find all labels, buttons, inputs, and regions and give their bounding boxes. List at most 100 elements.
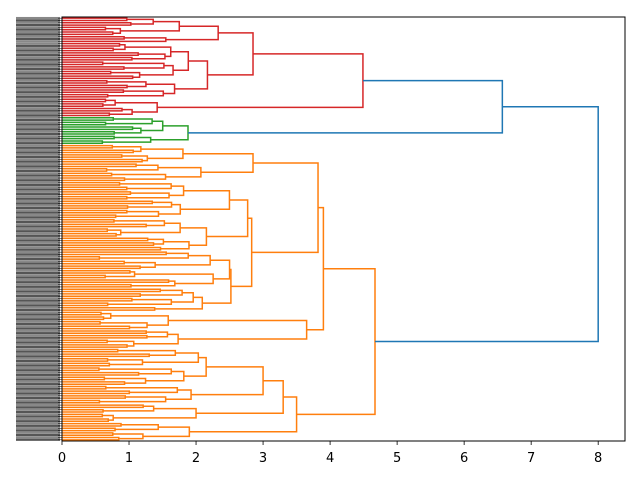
leaf-label (16, 362, 60, 365)
leaf-label (16, 334, 60, 337)
leaf-label (16, 290, 60, 293)
leaf-label (16, 269, 60, 272)
leaf-label (16, 339, 60, 342)
leaf-label (16, 403, 60, 407)
cluster-link (62, 79, 108, 84)
leaf-label (16, 283, 60, 286)
leaf-label (16, 47, 60, 50)
leaf-label (16, 155, 60, 159)
leaf-label (16, 278, 60, 281)
leaf-label (16, 285, 60, 288)
cluster-link (62, 89, 125, 94)
leaf-label (16, 128, 60, 131)
leaf-label (16, 325, 60, 328)
leaf-label (16, 424, 60, 427)
cluster-link (62, 117, 115, 121)
leaf-label (16, 218, 60, 221)
cluster-link (107, 359, 144, 366)
cluster-link (62, 279, 170, 284)
leaf-label (16, 359, 60, 363)
x-axis: 0 1 2 3 4 5 6 7 8 (58, 441, 602, 466)
cluster-link (62, 367, 100, 372)
leaf-label (16, 42, 60, 45)
leaf-label (16, 130, 60, 133)
leaf-label (16, 123, 60, 126)
cluster-link (62, 320, 101, 325)
leaf-label (16, 100, 60, 103)
leaf-label (16, 81, 60, 85)
leaf-label (16, 37, 60, 41)
leaf-label (16, 369, 60, 372)
x-tick-label: 7 (527, 451, 535, 466)
leaf-label (16, 436, 60, 439)
cluster-link (62, 70, 112, 75)
cluster-link (62, 103, 104, 107)
leaf-label (16, 30, 60, 34)
cluster-link (155, 254, 211, 266)
cluster-link (62, 186, 128, 191)
cluster-link (62, 228, 109, 233)
cluster-link (62, 251, 167, 256)
cluster-link (62, 297, 133, 302)
leaf-label (16, 197, 60, 200)
leaf-label (16, 211, 60, 214)
leaf-label (16, 21, 60, 24)
cluster-link (62, 357, 109, 362)
leaf-label (16, 26, 60, 29)
cluster-link (62, 84, 128, 89)
leaf-label (16, 206, 60, 210)
leaf-label (16, 111, 60, 115)
leaf-label (16, 35, 60, 38)
cluster-link (62, 93, 109, 98)
cluster-link (62, 330, 147, 335)
x-tick-label: 2 (192, 451, 200, 466)
leaf-label (16, 410, 60, 414)
leaf-label (16, 40, 60, 43)
leaf-label (16, 271, 60, 275)
cluster-link (62, 135, 115, 140)
cluster-link (196, 380, 284, 414)
cluster-link (62, 26, 107, 31)
cluster-link (62, 390, 131, 395)
cluster-link (62, 75, 134, 80)
leaf-label (16, 202, 60, 205)
leaf-label (16, 33, 60, 36)
cluster-link (62, 126, 134, 131)
leaf-label (16, 392, 60, 395)
leaf-label (16, 304, 60, 307)
cluster-link (62, 31, 114, 36)
cluster-link (174, 60, 209, 90)
leaf-label (16, 262, 60, 265)
cluster-link (158, 203, 182, 215)
cluster-link (119, 183, 172, 190)
cluster-link (62, 112, 111, 117)
cluster-link (375, 105, 599, 343)
leaf-label (16, 327, 60, 330)
leaf-label (16, 438, 60, 441)
leaf-label (16, 246, 60, 249)
leaf-label (16, 276, 60, 279)
cluster-link (62, 177, 126, 182)
leaf-label (16, 281, 60, 284)
cluster-link (62, 302, 109, 307)
leaf-label (16, 255, 60, 258)
cluster-link (157, 166, 202, 178)
leaf-label (16, 264, 60, 268)
leaf-label (16, 125, 60, 129)
cluster-link (62, 404, 144, 409)
cluster-link (62, 130, 115, 135)
leaf-label (16, 28, 60, 31)
cluster-link (160, 240, 190, 250)
cluster-link (62, 107, 123, 112)
leaf-label (16, 186, 60, 189)
leaf-label (16, 98, 60, 101)
cluster-link (62, 17, 128, 22)
leaf-label (16, 160, 60, 163)
leaf-label (16, 16, 60, 20)
leaf-label (16, 267, 60, 270)
leaf-label (16, 183, 60, 186)
cluster-link (62, 395, 127, 399)
leaf-label (16, 93, 60, 96)
cluster-link (180, 190, 231, 211)
